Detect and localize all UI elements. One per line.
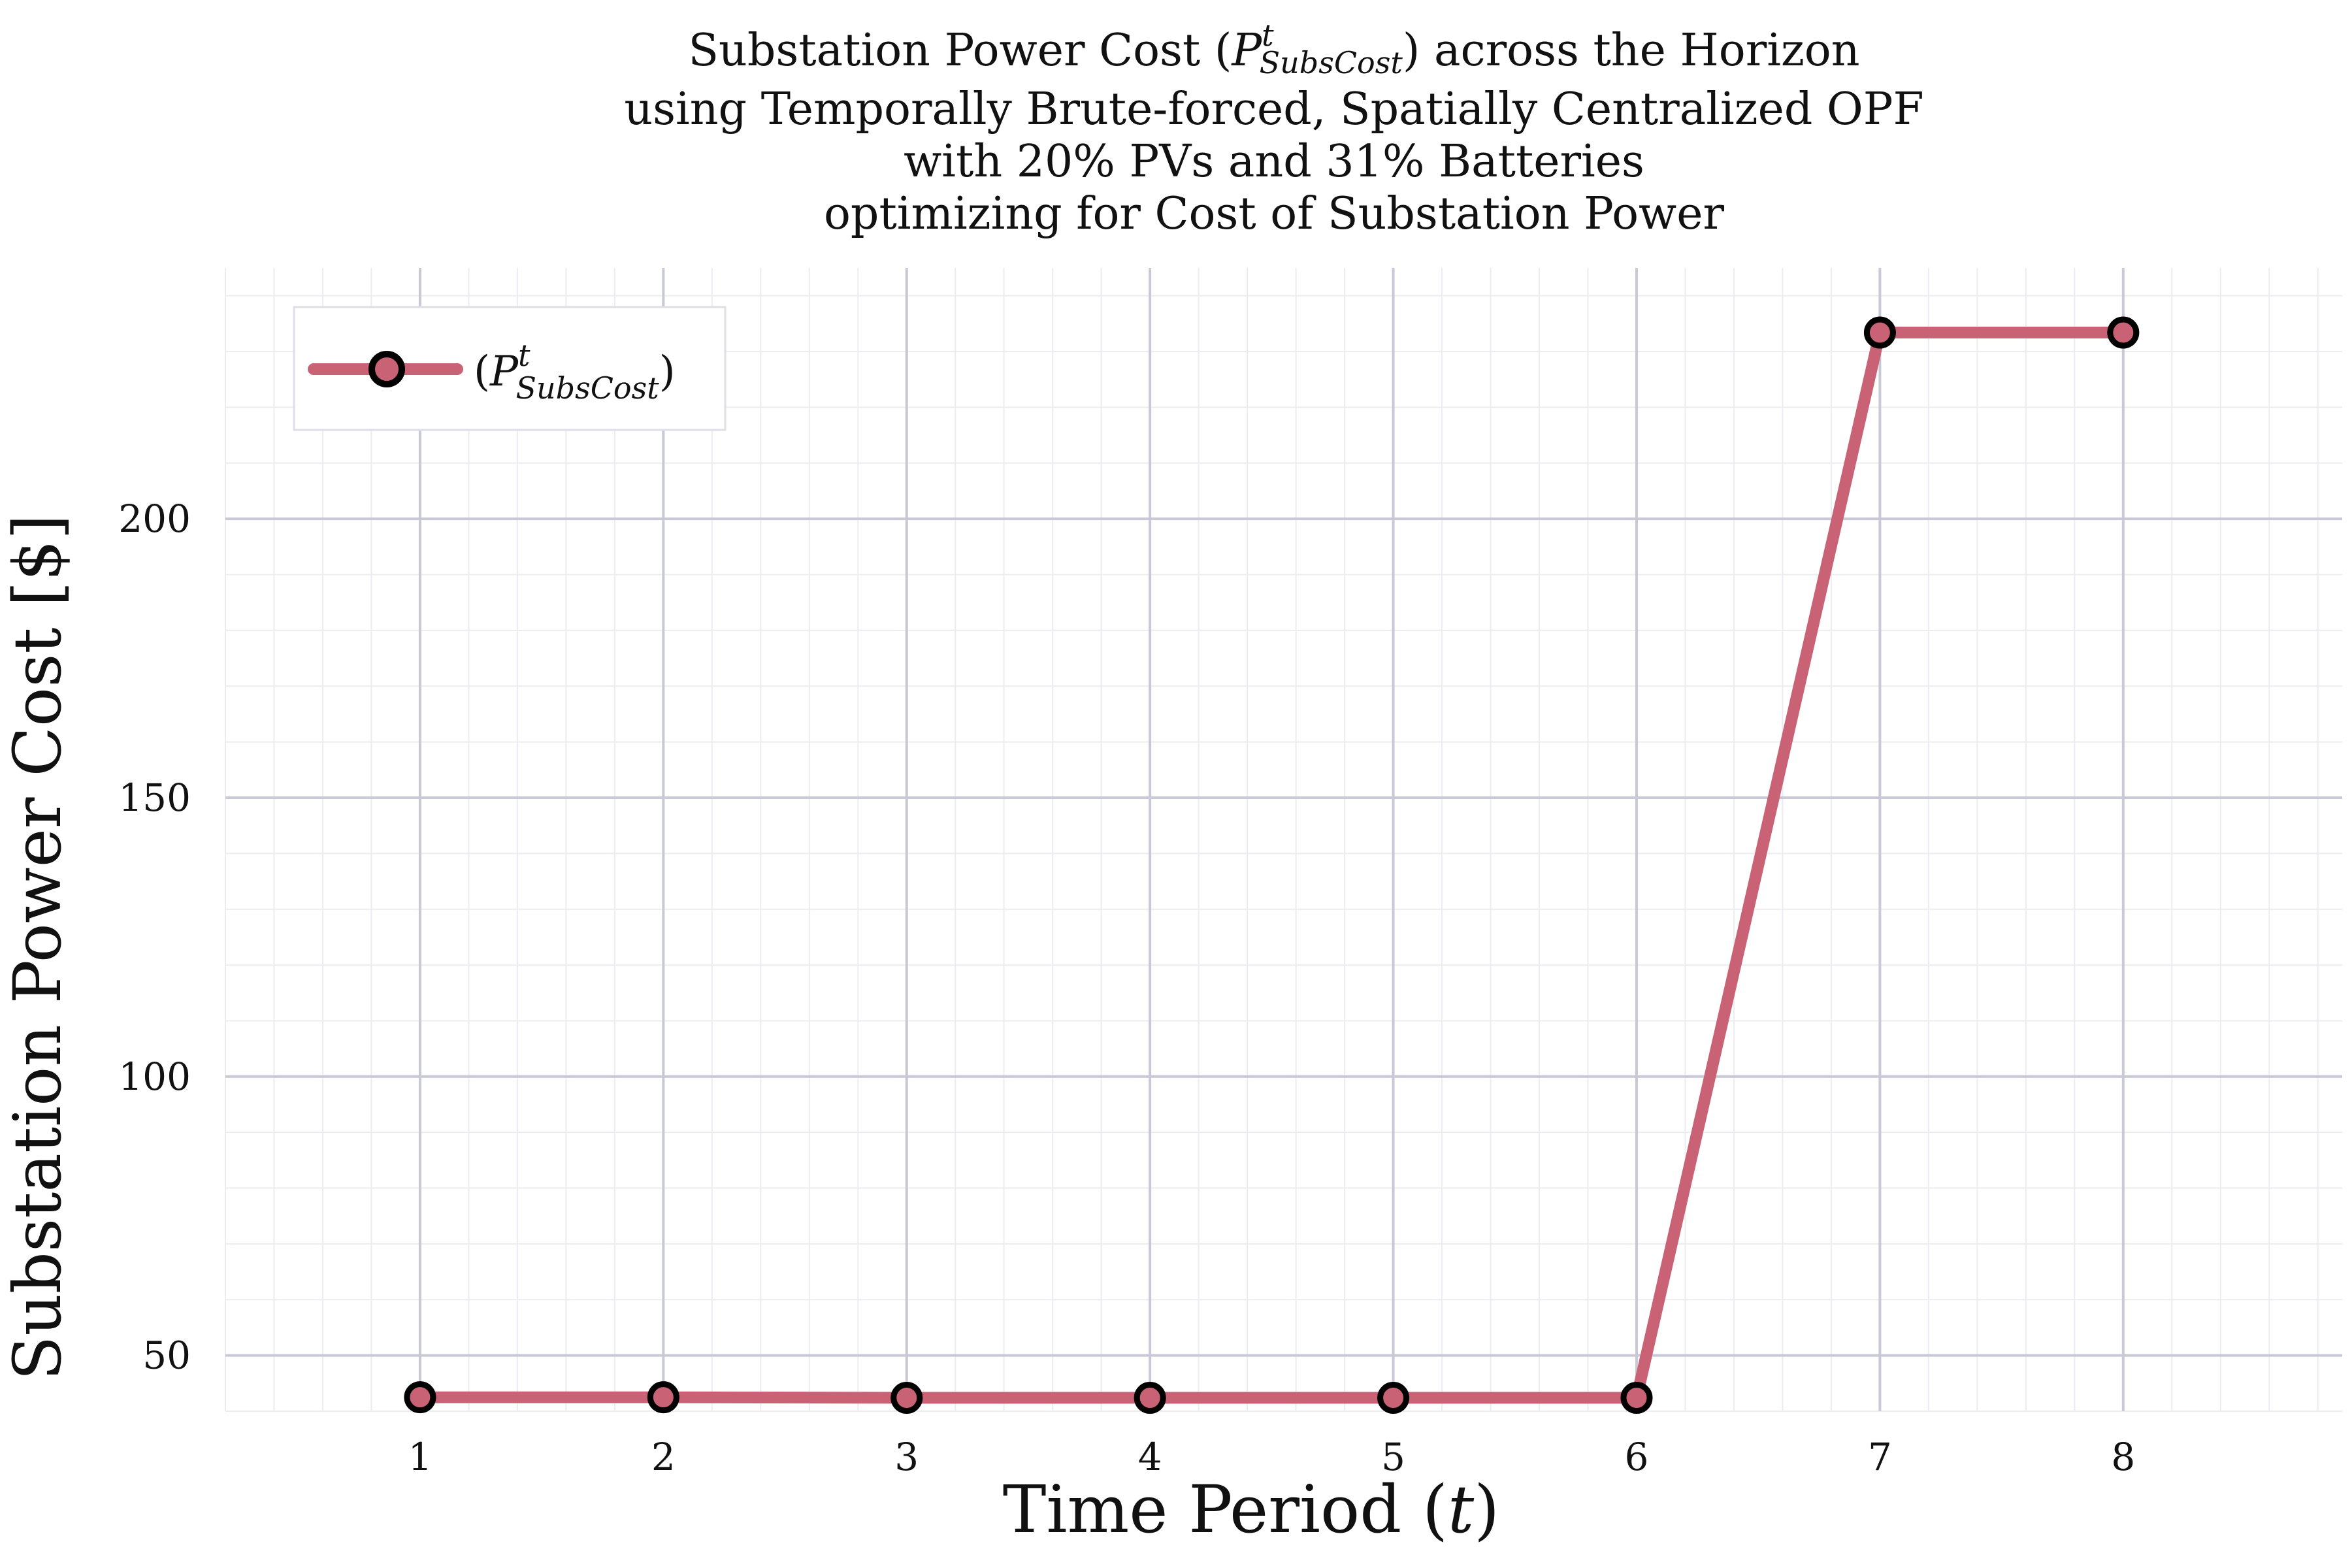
y-tick-label: 150 [118,776,191,820]
x-tick-labels: 1 2 3 4 5 6 7 8 [408,1435,2135,1479]
data-point [404,1381,436,1414]
y-tick-label: 200 [118,497,191,541]
x-tick-label: 3 [894,1435,919,1479]
legend-label: (Pt SubsCost) [474,338,676,406]
x-tick-label: 1 [408,1435,432,1479]
x-tick-label: 7 [1868,1435,1892,1479]
y-tick-label: 50 [142,1333,191,1378]
data-point [890,1382,923,1414]
minor-gridlines [225,268,2342,1412]
legend: (Pt SubsCost) [293,306,727,431]
legend-marker-swatch [368,351,405,387]
x-tick-label: 8 [2111,1435,2135,1479]
chart-title: Substation Power Cost (Pt SubsCost) acros… [624,18,1923,240]
y-axis-title: Substation Power Cost [$] [0,514,76,1380]
x-tick-label: 4 [1138,1435,1162,1479]
y-tick-labels: 50 100 150 200 [118,497,191,1377]
x-tick-label: 5 [1381,1435,1405,1479]
y-tick-label: 100 [118,1054,191,1099]
x-axis-title: Time Period (t) [1003,1471,1499,1548]
data-point [1863,316,1896,349]
data-point [2107,316,2140,349]
title-line-2: using Temporally Brute-forced, Spatially… [624,84,1923,135]
data-point [647,1381,679,1414]
x-tick-label: 2 [651,1435,676,1479]
title-line-3: with 20% PVs and 31% Batteries [904,136,1644,188]
title-line-1: Substation Power Cost (Pt SubsCost) acros… [688,18,1859,80]
data-point [1377,1382,1410,1414]
major-gridlines [225,268,2342,1411]
series-line [414,327,2129,1404]
x-tick-label: 6 [1625,1435,1649,1479]
series-layer [404,316,2140,1414]
title-line-4: optimizing for Cost of Substation Power [824,188,1725,240]
data-point [1134,1382,1166,1414]
data-point [1620,1382,1653,1414]
